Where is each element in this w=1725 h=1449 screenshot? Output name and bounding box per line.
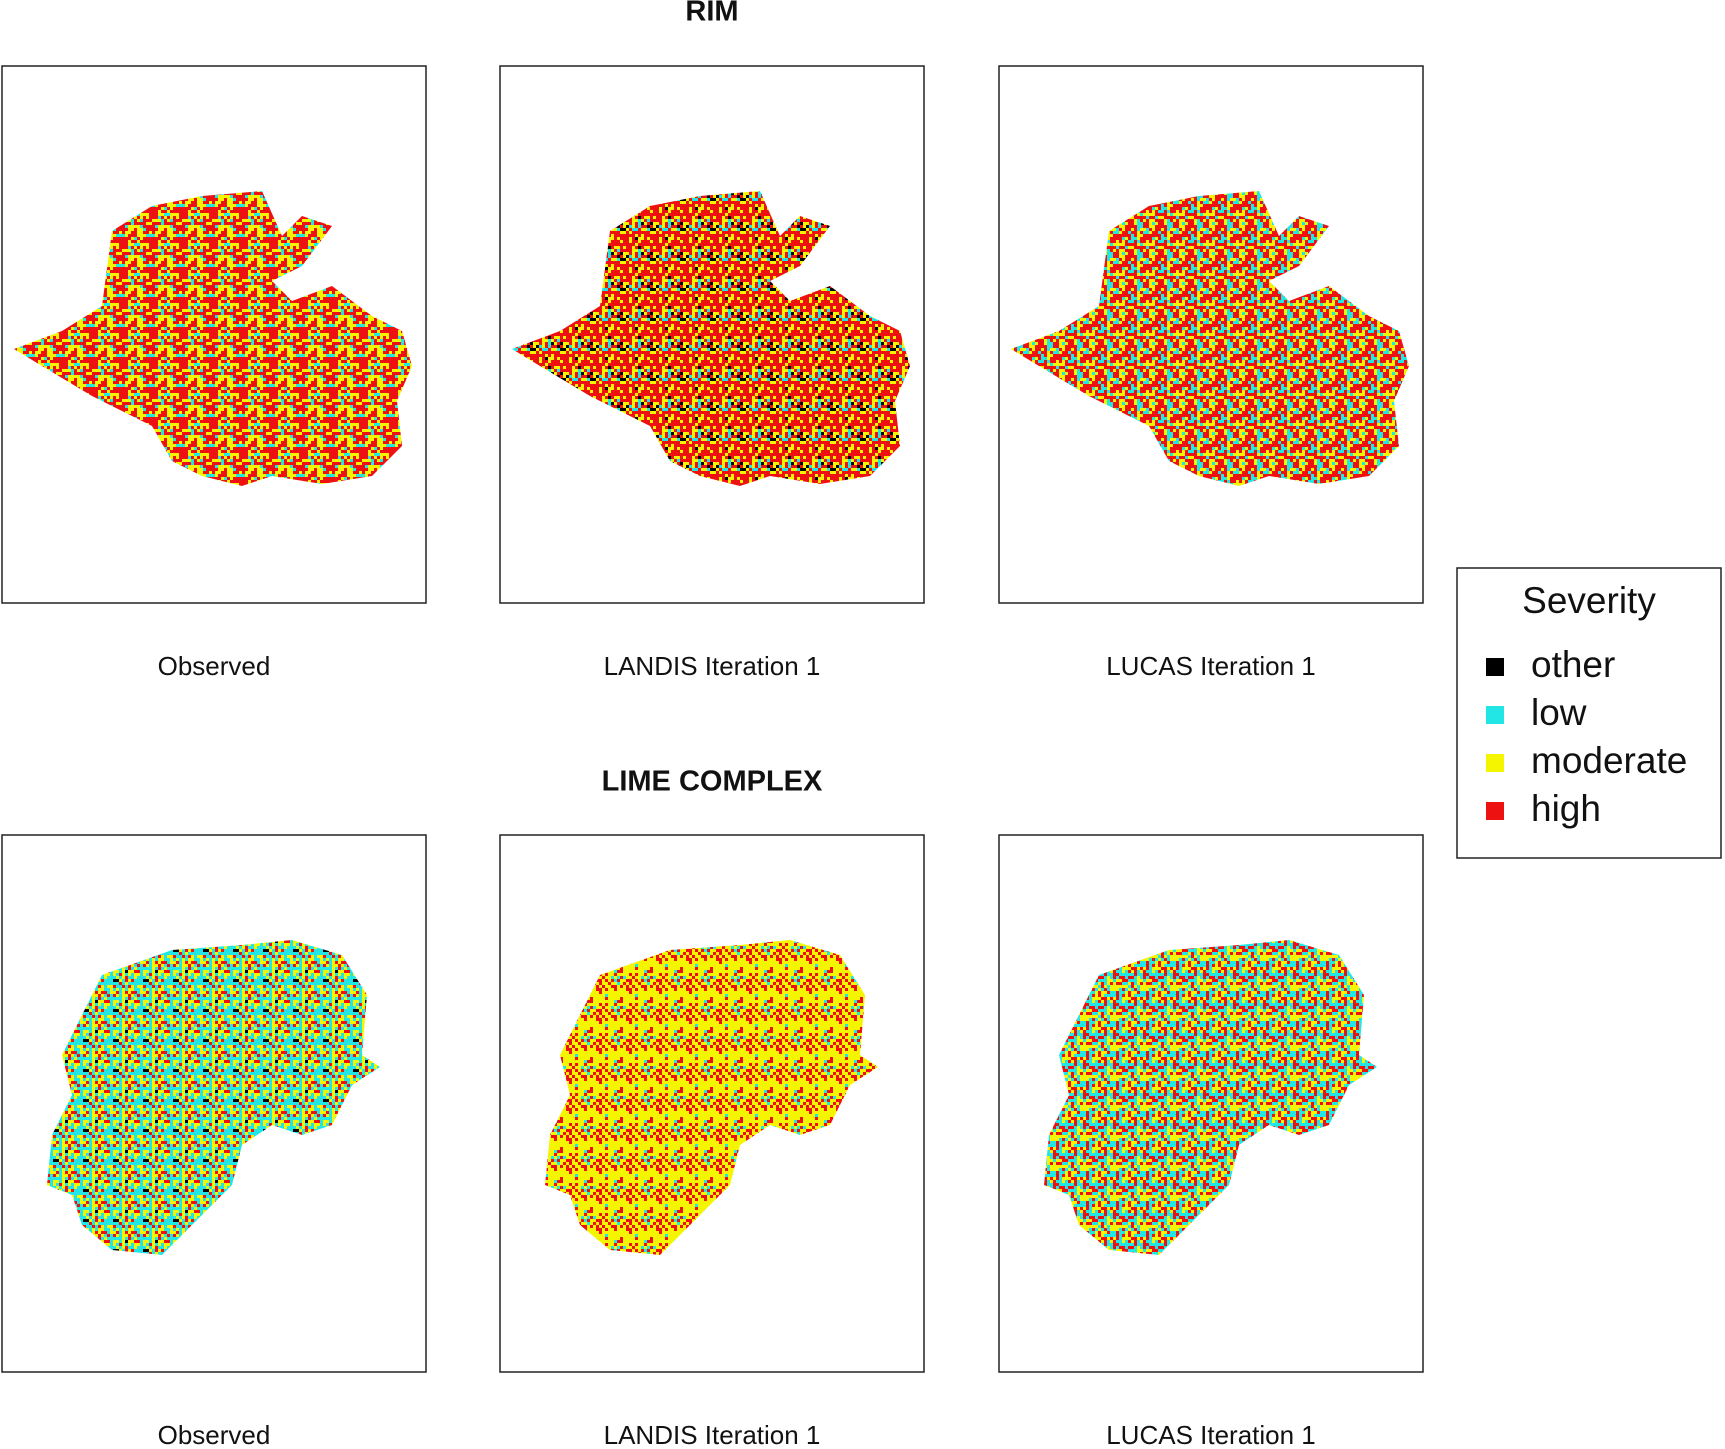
row-title: RIM — [685, 0, 738, 28]
map-panel — [998, 834, 1424, 1373]
map-panel — [1, 834, 427, 1373]
row-title: LIME COMPLEX — [602, 766, 823, 798]
legend-label: moderate — [1531, 740, 1687, 781]
severity-map — [545, 940, 878, 1255]
panel-label: LANDIS Iteration 1 — [604, 651, 821, 681]
legend-label: low — [1531, 692, 1587, 733]
legend-label: high — [1531, 788, 1601, 829]
map-panel — [1, 65, 427, 604]
legend-swatch — [1486, 802, 1504, 820]
legend-swatch — [1486, 658, 1504, 676]
severity-map — [14, 191, 412, 486]
panel-label: LUCAS Iteration 1 — [1106, 651, 1316, 681]
legend-title: Severity — [1522, 580, 1656, 621]
legend-label: other — [1531, 644, 1615, 685]
severity-map — [512, 191, 910, 486]
map-panel — [499, 834, 925, 1373]
panel-label: Observed — [158, 651, 271, 681]
panel-label: LANDIS Iteration 1 — [604, 1420, 821, 1449]
severity-map — [1011, 191, 1409, 486]
legend-swatch — [1486, 754, 1504, 772]
panel-label: LUCAS Iteration 1 — [1106, 1420, 1316, 1449]
severity-map — [47, 940, 380, 1255]
map-panel — [499, 65, 925, 604]
severity-map — [1044, 940, 1377, 1255]
panel-label: Observed — [158, 1420, 271, 1449]
map-panel — [998, 65, 1424, 604]
legend-swatch — [1486, 706, 1504, 724]
